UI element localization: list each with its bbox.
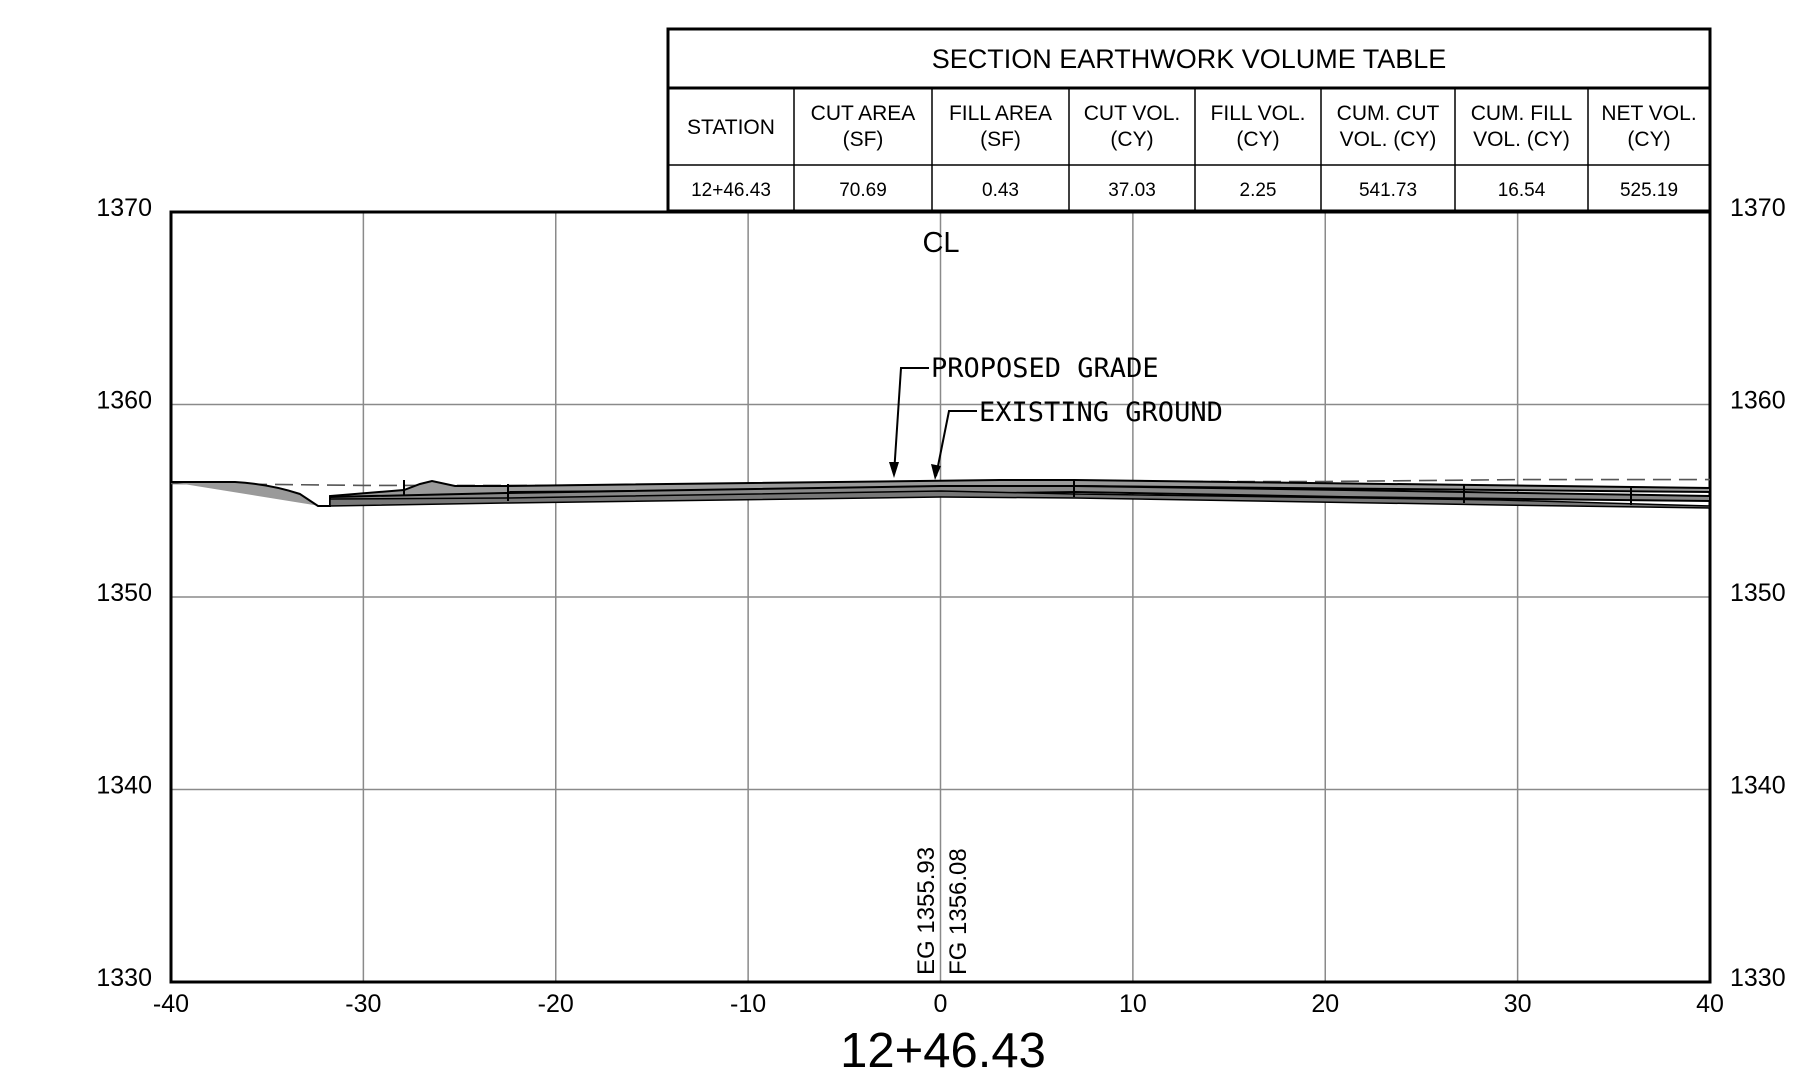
table-cell: 70.69	[839, 180, 887, 201]
x-tick-label: 30	[1504, 990, 1532, 1018]
plot-area: -40 -30 -20 -10 0 10 20 30 40 137013601350134013…	[96, 194, 1785, 1078]
table-border	[666, 27, 1712, 213]
table-header-cell: FILL AREA	[949, 102, 1052, 125]
table-header-cell: (CY)	[1110, 128, 1153, 151]
table-cell: 12+46.43	[691, 180, 771, 201]
existing-ground-arrowhead	[931, 464, 941, 480]
proposed-grade-label: PROPOSED GRADE	[931, 353, 1159, 384]
y-axis-left-ticks: 1370 1360 1350 1340 1330	[96, 194, 152, 992]
table-cell: 525.19	[1620, 180, 1678, 201]
x-axis-ticks: -40 -30 -20 -10 0 10 20 30 40	[153, 990, 1724, 1018]
y-tick-label-right: 1350	[1730, 579, 1786, 607]
table-headers: STATION CUT AREA (SF) FILL AREA (SF) CUT VOL.…	[687, 102, 1697, 151]
table-header-cell: (CY)	[1236, 128, 1279, 151]
table-cell: 16.54	[1498, 180, 1546, 201]
table-header-cell: CUT VOL.	[1084, 102, 1180, 125]
y-tick-label-right: 1360	[1730, 387, 1786, 415]
table-header-cell: (CY)	[1627, 128, 1670, 151]
table-column-lines	[793, 88, 1589, 211]
table-cell: 0.43	[982, 180, 1019, 201]
proposed-template	[171, 479, 1711, 509]
pavement-layer-base	[329, 490, 1711, 509]
eg-elevation-label: EG 1355.93	[913, 847, 940, 975]
y-tick-label-right: 1340	[1730, 772, 1786, 800]
proposed-grade-arrowhead	[889, 462, 899, 478]
table-header-cell: CUM. FILL	[1471, 102, 1573, 125]
existing-ground-callout: EXISTING GROUND	[931, 397, 1223, 480]
x-tick-label: -20	[538, 990, 574, 1018]
table-header-cell: (SF)	[843, 128, 884, 151]
y-tick-label-left: 1340	[96, 772, 152, 800]
x-tick-label: -40	[153, 990, 189, 1018]
table-row: 12+46.43 70.69 0.43 37.03 2.25 541.73 16.54 525…	[691, 180, 1678, 201]
station-label: 12+46.43	[840, 1024, 1046, 1078]
fg-elevation-label: FG 1356.08	[945, 848, 972, 975]
x-tick-label: 20	[1311, 990, 1339, 1018]
grid-lines	[170, 211, 1711, 983]
proposed-grade-leader	[893, 367, 929, 475]
table-cell: 2.25	[1240, 180, 1277, 201]
x-tick-label: -30	[345, 990, 381, 1018]
table-cell: 37.03	[1108, 180, 1156, 201]
centerline-label: CL	[922, 227, 959, 259]
y-axis-right-ticks: 1370 1360 1350 1340 1330	[1730, 194, 1786, 992]
x-tick-label: 0	[934, 990, 948, 1018]
x-tick-label: 10	[1119, 990, 1147, 1018]
proposed-grade-callout: PROPOSED GRADE	[889, 353, 1159, 478]
x-tick-label: 40	[1696, 990, 1724, 1018]
existing-ground-label: EXISTING GROUND	[979, 397, 1223, 428]
y-tick-label-right: 1330	[1730, 964, 1786, 992]
table-header-cell: CUM. CUT	[1337, 102, 1440, 125]
earthwork-volume-table: SECTION EARTHWORK VOLUME TABLE STATION CU…	[666, 27, 1712, 213]
table-title: SECTION EARTHWORK VOLUME TABLE	[932, 44, 1447, 74]
y-tick-label-left: 1370	[96, 194, 152, 222]
table-header-cell: VOL. (CY)	[1473, 128, 1570, 151]
table-header-cell: CUT AREA	[811, 102, 916, 125]
y-tick-label-left: 1330	[96, 964, 152, 992]
table-header-cell: VOL. (CY)	[1340, 128, 1437, 151]
y-tick-label-left: 1360	[96, 387, 152, 415]
y-tick-label-left: 1350	[96, 579, 152, 607]
table-header-cell: FILL VOL.	[1211, 102, 1306, 125]
table-header-cell: NET VOL.	[1601, 102, 1696, 125]
existing-ground-leader	[935, 410, 977, 477]
x-tick-label: -10	[730, 990, 766, 1018]
table-cell: 541.73	[1359, 180, 1417, 201]
table-header-cell: STATION	[687, 116, 775, 139]
table-header-cell: (SF)	[980, 128, 1021, 151]
plot-frame	[169, 210, 1712, 984]
y-tick-label-right: 1370	[1730, 194, 1786, 222]
